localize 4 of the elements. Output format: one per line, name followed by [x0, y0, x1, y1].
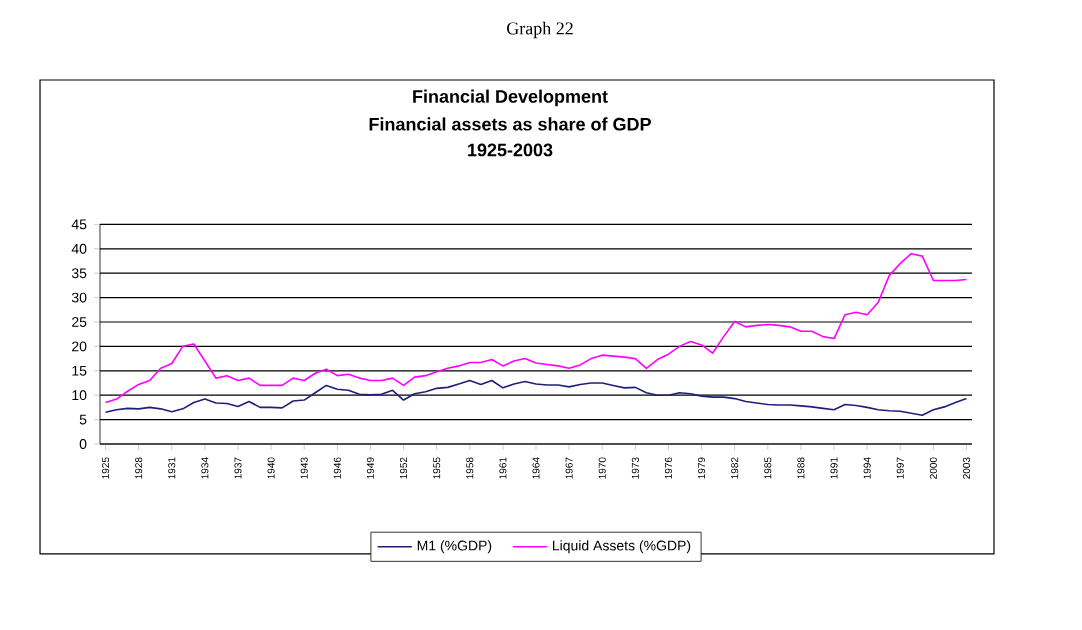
caption: Graph 22: [507, 21, 573, 39]
text: 1925-2003: [468, 143, 553, 157]
chart-title: Financial Development: [413, 89, 608, 107]
chart-subtitle: Financial assets as share of GDP: [369, 117, 651, 131]
